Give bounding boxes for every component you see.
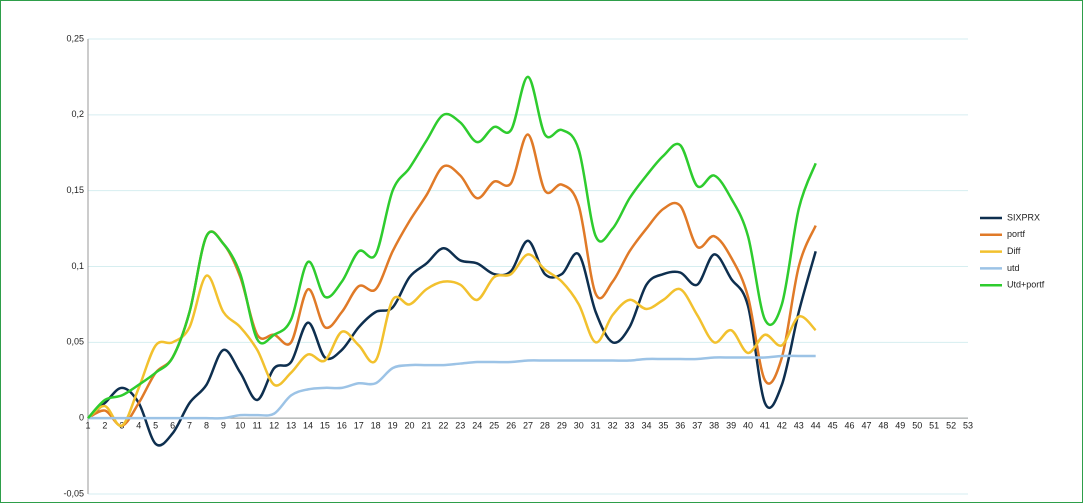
x-tick-label: 5 <box>153 421 158 431</box>
x-tick-label: 38 <box>709 421 719 431</box>
y-tick-label: 0,1 <box>71 261 84 271</box>
x-tick-label: 35 <box>658 421 668 431</box>
x-tick-label: 29 <box>557 421 567 431</box>
x-tick-label: 47 <box>861 421 871 431</box>
x-tick-label: 13 <box>286 421 296 431</box>
x-tick-label: 41 <box>760 421 770 431</box>
x-tick-label: 8 <box>204 421 209 431</box>
x-tick-label: 17 <box>354 421 364 431</box>
x-tick-label: 15 <box>320 421 330 431</box>
series-line <box>87 75 817 420</box>
x-tick-label: 52 <box>946 421 956 431</box>
y-tick-label: 0,05 <box>66 337 84 347</box>
x-tick-label: 43 <box>794 421 804 431</box>
x-tick-label: 18 <box>371 421 381 431</box>
x-tick-label: 12 <box>269 421 279 431</box>
x-tick-label: 51 <box>929 421 939 431</box>
legend-label: SIXPRX <box>1007 212 1040 222</box>
x-tick-label: 42 <box>777 421 787 431</box>
legend-label: Utd+portf <box>1007 280 1045 290</box>
legend-label: utd <box>1007 263 1020 273</box>
x-tick-label: 19 <box>388 421 398 431</box>
x-tick-label: 46 <box>845 421 855 431</box>
y-tick-label: 0,15 <box>66 185 84 195</box>
x-tick-label: 44 <box>811 421 821 431</box>
series-line <box>88 354 816 420</box>
x-tick-label: 25 <box>489 421 499 431</box>
x-tick-label: 33 <box>625 421 635 431</box>
x-tick-label: 53 <box>963 421 973 431</box>
x-tick-label: 21 <box>421 421 431 431</box>
x-tick-label: 34 <box>641 421 651 431</box>
x-tick-label: 31 <box>591 421 601 431</box>
x-tick-label: 22 <box>438 421 448 431</box>
x-tick-label: 1 <box>85 421 90 431</box>
x-tick-label: 9 <box>221 421 226 431</box>
x-tick-label: 24 <box>472 421 482 431</box>
x-tick-label: 14 <box>303 421 313 431</box>
x-tick-label: 28 <box>540 421 550 431</box>
x-tick-label: 50 <box>912 421 922 431</box>
x-tick-label: 30 <box>574 421 584 431</box>
x-tick-label: 40 <box>743 421 753 431</box>
y-tick-label: 0,2 <box>71 109 84 119</box>
x-tick-label: 2 <box>102 421 107 431</box>
x-tick-label: 36 <box>675 421 685 431</box>
x-tick-label: 20 <box>405 421 415 431</box>
x-tick-label: 7 <box>187 421 192 431</box>
x-tick-label: 39 <box>726 421 736 431</box>
y-tick-label: 0 <box>79 413 84 423</box>
x-tick-label: 48 <box>878 421 888 431</box>
y-tick-label: 0,25 <box>66 33 84 43</box>
x-tick-label: 4 <box>136 421 141 431</box>
x-tick-label: 23 <box>455 421 465 431</box>
x-tick-label: 10 <box>235 421 245 431</box>
legend-label: portf <box>1007 229 1026 239</box>
series-line <box>87 239 817 447</box>
x-tick-label: 6 <box>170 421 175 431</box>
x-tick-label: 49 <box>895 421 905 431</box>
x-tick-label: 45 <box>828 421 838 431</box>
x-tick-label: 26 <box>506 421 516 431</box>
x-tick-label: 37 <box>692 421 702 431</box>
series-line <box>87 253 817 428</box>
x-tick-label: 11 <box>253 421 262 431</box>
x-tick-label: 27 <box>523 421 533 431</box>
legend-label: Diff <box>1007 246 1021 256</box>
y-tick-label: -0,05 <box>63 488 84 498</box>
x-tick-label: 16 <box>337 421 347 431</box>
x-tick-label: 32 <box>608 421 618 431</box>
